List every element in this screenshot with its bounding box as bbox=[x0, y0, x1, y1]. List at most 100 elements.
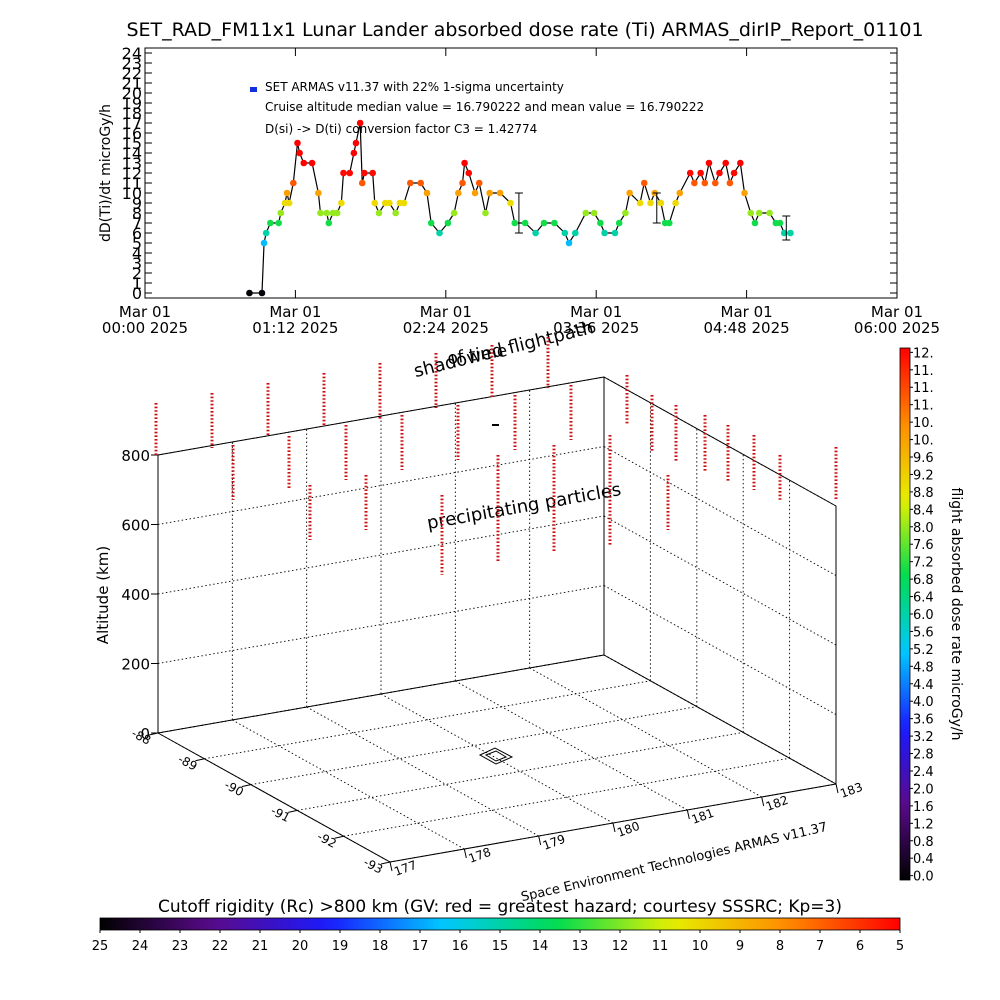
data-point bbox=[392, 209, 399, 217]
x-tick bbox=[148, 732, 159, 736]
colorbar-tick-label: 4.8 bbox=[913, 660, 934, 675]
floor-grid-line bbox=[306, 706, 539, 837]
data-point bbox=[455, 189, 462, 197]
data-point bbox=[561, 229, 569, 237]
y-tick-label: 13 bbox=[122, 154, 142, 173]
x-tick-label: -92 bbox=[315, 829, 339, 851]
box-edge bbox=[389, 783, 837, 863]
y-tick-label: 22 bbox=[122, 64, 142, 83]
data-point bbox=[471, 189, 479, 197]
y-tick-label: 17 bbox=[122, 114, 142, 133]
data-point bbox=[290, 179, 297, 187]
y-tick bbox=[463, 848, 467, 859]
data-point bbox=[730, 169, 738, 177]
box-edge bbox=[157, 732, 391, 863]
x-tick-label: -93 bbox=[361, 855, 385, 877]
data-point bbox=[626, 189, 633, 197]
y-tick bbox=[538, 835, 542, 846]
y-tick-label: 4 bbox=[132, 244, 142, 263]
data-point bbox=[369, 169, 376, 177]
annotation: precipitating particles bbox=[425, 479, 622, 534]
data-point bbox=[296, 149, 303, 157]
colorbar-tick-label: 18 bbox=[372, 939, 389, 954]
data-point bbox=[294, 139, 301, 147]
colorbar-tick-label: 12. bbox=[913, 346, 934, 361]
y-tick bbox=[612, 822, 616, 833]
y-tick-label: 2 bbox=[132, 264, 142, 283]
data-point bbox=[371, 199, 379, 207]
data-point bbox=[741, 189, 748, 197]
colorbar-tick-label: 11. bbox=[913, 381, 934, 396]
data-line bbox=[249, 122, 791, 294]
x-tick-label: -89 bbox=[176, 752, 200, 774]
colorbar-tick-label: 6 bbox=[856, 939, 864, 954]
y-tick bbox=[686, 809, 690, 820]
data-point bbox=[346, 169, 354, 177]
y-tick-label: 8 bbox=[132, 204, 142, 223]
colorbar-tick-label: 5.6 bbox=[913, 625, 934, 640]
colorbar-tick-label: 2.8 bbox=[913, 748, 934, 763]
y-tick-label: 0 bbox=[132, 284, 142, 303]
data-point bbox=[597, 219, 604, 227]
data-point bbox=[400, 199, 408, 207]
colorbar-tick-label: 19 bbox=[332, 939, 349, 954]
colorbar-tick-label: 8 bbox=[776, 939, 784, 954]
data-point bbox=[751, 219, 759, 227]
data-point bbox=[260, 239, 268, 247]
y-tick-label: 20 bbox=[122, 84, 142, 103]
data-point bbox=[267, 219, 274, 227]
z-tick-label: 0 bbox=[140, 725, 150, 743]
data-point bbox=[551, 219, 558, 227]
data-point bbox=[423, 189, 431, 197]
data-point bbox=[323, 209, 331, 217]
x-tick bbox=[334, 835, 344, 839]
x-tick bbox=[288, 809, 298, 813]
data-point bbox=[417, 179, 425, 187]
colorbar-tick-label: 2.0 bbox=[913, 782, 934, 797]
data-point bbox=[622, 209, 629, 217]
data-point bbox=[361, 169, 368, 177]
floor-grid-line bbox=[529, 667, 762, 798]
colorbar-tick-label: 11. bbox=[913, 364, 934, 379]
data-point bbox=[459, 179, 466, 187]
credit: Space Environment Technologies ARMAS v11… bbox=[520, 820, 829, 905]
data-point bbox=[436, 229, 443, 237]
box-edge bbox=[157, 654, 605, 734]
data-point bbox=[283, 189, 291, 197]
colorbar-tick-label: 4.0 bbox=[913, 695, 934, 710]
colorbar-tick-label: 24 bbox=[132, 939, 149, 954]
z-tick-label: 600 bbox=[121, 517, 150, 535]
data-point bbox=[521, 219, 529, 227]
data-point bbox=[615, 219, 623, 227]
data-point bbox=[582, 209, 590, 217]
data-point bbox=[317, 209, 324, 217]
x-tick-label: -91 bbox=[268, 803, 292, 825]
data-point bbox=[722, 159, 730, 167]
z-tick-label: 800 bbox=[121, 447, 150, 465]
y-tick-label: 19 bbox=[122, 94, 142, 113]
data-point bbox=[737, 159, 744, 167]
y-tick-label: 15 bbox=[122, 134, 142, 153]
floor-grid-line bbox=[232, 719, 465, 850]
error-bar bbox=[514, 192, 523, 234]
y-tick-label: 10 bbox=[122, 184, 142, 203]
x-tick-label: -90 bbox=[222, 778, 246, 800]
data-point bbox=[691, 179, 698, 187]
colorbar-tick-label: 17 bbox=[412, 939, 429, 954]
data-point bbox=[496, 189, 504, 197]
data-point bbox=[636, 199, 644, 207]
data-point bbox=[486, 189, 493, 197]
floor-grid-line bbox=[250, 706, 697, 786]
data-point bbox=[686, 169, 694, 177]
colorbar-tick-label: 13 bbox=[572, 939, 589, 954]
data-point bbox=[465, 169, 473, 177]
data-point bbox=[507, 199, 514, 207]
data-point bbox=[611, 229, 619, 237]
y-tick-label: 9 bbox=[132, 194, 142, 213]
data-point bbox=[246, 289, 253, 297]
floor-grid-line bbox=[297, 731, 744, 811]
x-tick-label: Mar 01 00:00 2025 bbox=[101, 303, 189, 337]
data-point bbox=[315, 189, 322, 197]
data-point bbox=[726, 179, 734, 187]
data-point bbox=[450, 209, 458, 217]
